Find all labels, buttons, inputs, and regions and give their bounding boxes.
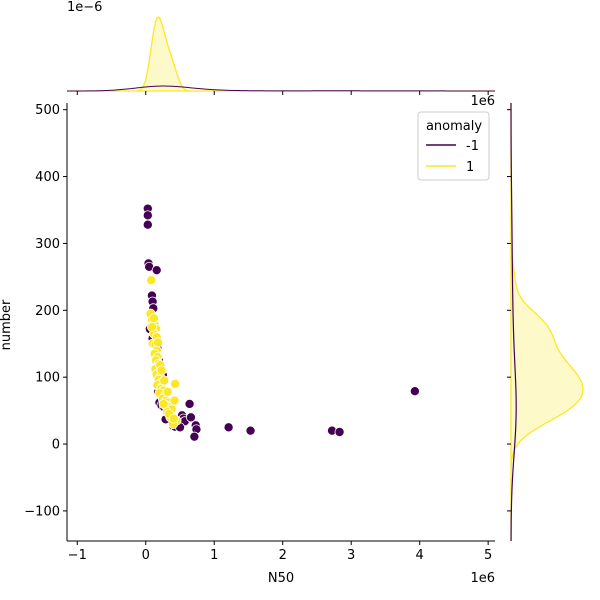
- point-normal: [170, 378, 181, 389]
- point-anomaly: [184, 398, 195, 409]
- point-normal: [146, 322, 157, 333]
- right-marginal-ticks: [507, 109, 511, 512]
- y-axis-ticks: −100 0 100 200 300 400 500: [24, 103, 67, 519]
- point-anomaly: [334, 427, 345, 438]
- x-tick-label: −1: [68, 548, 87, 563]
- top-kde-curve-anomaly: [67, 85, 495, 92]
- point-anomaly: [142, 210, 153, 221]
- y-tick-label: −100: [24, 504, 60, 519]
- point-normal: [153, 337, 164, 348]
- x-tick-label: 0: [142, 548, 150, 563]
- x-tick-label: 4: [416, 548, 424, 563]
- x-axis-label: N50: [268, 571, 294, 586]
- point-normal: [148, 313, 159, 324]
- top-marginal-ticks: [76, 91, 489, 95]
- y-tick-label: 300: [35, 237, 60, 252]
- point-anomaly: [245, 425, 256, 436]
- x-tick-label: 3: [347, 548, 355, 563]
- legend-label-anomaly: -1: [466, 139, 479, 154]
- right-kde-curve: [510, 103, 584, 541]
- point-anomaly: [223, 422, 234, 433]
- right-kde-curve-anomaly: [510, 103, 517, 542]
- legend-label-normal: 1: [466, 160, 474, 175]
- point-normal: [169, 395, 180, 406]
- point-normal: [146, 275, 157, 286]
- right-marginal-kde: 1e6: [470, 94, 584, 542]
- point-anomaly: [409, 386, 420, 397]
- point-normal: [162, 386, 173, 397]
- y-tick-label: 0: [52, 438, 60, 453]
- main-axes: −1 0 1 2 3 4 5 −100 0 100 200 300 400 500 N50 number…: [0, 103, 495, 586]
- legend-title: anomaly: [426, 119, 482, 134]
- y-tick-label: 100: [35, 371, 60, 386]
- point-anomaly: [142, 219, 153, 230]
- point-anomaly: [185, 412, 196, 423]
- scatter-points: [142, 203, 420, 442]
- y-axis-label: number: [0, 299, 14, 350]
- legend: anomaly -1 1: [417, 111, 490, 181]
- top-kde-curve: [67, 16, 495, 92]
- x-axis-ticks: −1 0 1 2 3 4 5: [68, 541, 492, 563]
- x-tick-label: 1: [210, 548, 218, 563]
- point-anomaly: [151, 265, 162, 276]
- top-marginal-offset-label: 1e−6: [67, 0, 102, 15]
- point-normal: [156, 365, 167, 376]
- y-tick-label: 500: [35, 103, 60, 118]
- point-normal: [158, 398, 169, 409]
- x-axis-offset-label: 1e6: [470, 571, 495, 586]
- point-normal: [159, 375, 170, 386]
- right-marginal-offset-label: 1e6: [470, 94, 495, 109]
- y-tick-label: 400: [35, 170, 60, 185]
- x-tick-label: 2: [279, 548, 287, 563]
- y-tick-label: 200: [35, 304, 60, 319]
- x-tick-label: 5: [484, 548, 492, 563]
- point-anomaly: [189, 431, 200, 442]
- point-normal: [168, 413, 179, 424]
- top-marginal-kde: 1e−6: [67, 0, 495, 95]
- legend-box: [417, 111, 490, 181]
